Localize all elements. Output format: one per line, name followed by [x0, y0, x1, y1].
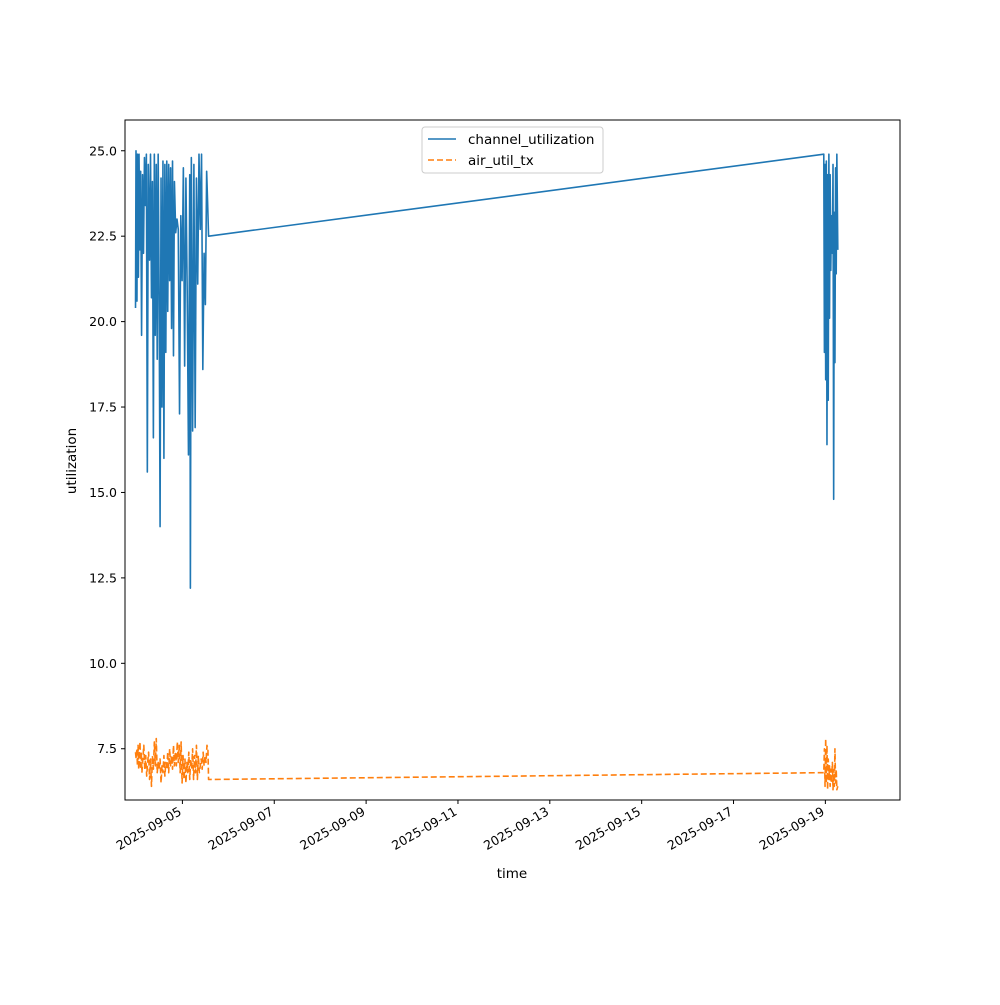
y-tick-label: 17.5: [89, 400, 117, 415]
y-tick-label: 25.0: [89, 143, 117, 158]
series-line-air-util-tx: [134, 737, 839, 791]
legend-label-channel-utilization: channel_utilization: [468, 132, 595, 148]
series-layer: [134, 149, 839, 791]
y-tick-label: 22.5: [89, 229, 117, 244]
legend-box: [421, 126, 604, 174]
y-tick-label: 7.5: [97, 741, 117, 756]
y-tick-label: 20.0: [89, 314, 117, 329]
y-tick-label: 15.0: [89, 485, 117, 500]
y-tick-label: 12.5: [89, 570, 117, 585]
x-axis-title: time: [497, 866, 528, 882]
legend-label-air-util-tx: air_util_tx: [468, 153, 534, 169]
plot-frame: [124, 119, 901, 801]
y-tick-label: 10.0: [89, 656, 117, 671]
y-axis-title: utilization: [64, 428, 80, 494]
series-line-channel-utilization: [134, 149, 839, 589]
legend: channel_utilization air_util_tx: [421, 126, 604, 174]
y-axis: 7.5 10.0 12.5 15.0 17.5 20.0 22.5 25.0: [89, 143, 125, 756]
